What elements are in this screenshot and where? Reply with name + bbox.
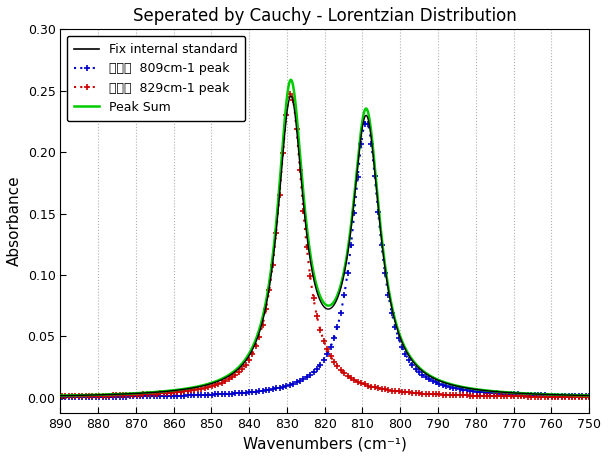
Fix internal standard	[588, 393, 595, 398]
Fix internal standard	[67, 393, 74, 398]
Legend: Fix internal standard, 롬리된  809cm-1 peak, 롬리된  829cm-1 peak, Peak Sum: Fix internal standard, 롬리된 809cm-1 peak,…	[67, 36, 246, 121]
Y-axis label: Absorbance: Absorbance	[7, 176, 22, 266]
Fix internal standard	[604, 393, 608, 398]
Fix internal standard	[38, 393, 45, 399]
Fix internal standard	[588, 393, 595, 398]
Fix internal standard	[484, 388, 491, 393]
Title: Seperated by Cauchy - Lorentzian Distribution: Seperated by Cauchy - Lorentzian Distrib…	[133, 7, 517, 25]
X-axis label: Wavenumbers (cm⁻¹): Wavenumbers (cm⁻¹)	[243, 436, 407, 451]
Line: Fix internal standard: Fix internal standard	[41, 96, 608, 396]
Fix internal standard	[299, 188, 306, 193]
Fix internal standard	[314, 290, 321, 295]
Fix internal standard	[287, 93, 294, 99]
